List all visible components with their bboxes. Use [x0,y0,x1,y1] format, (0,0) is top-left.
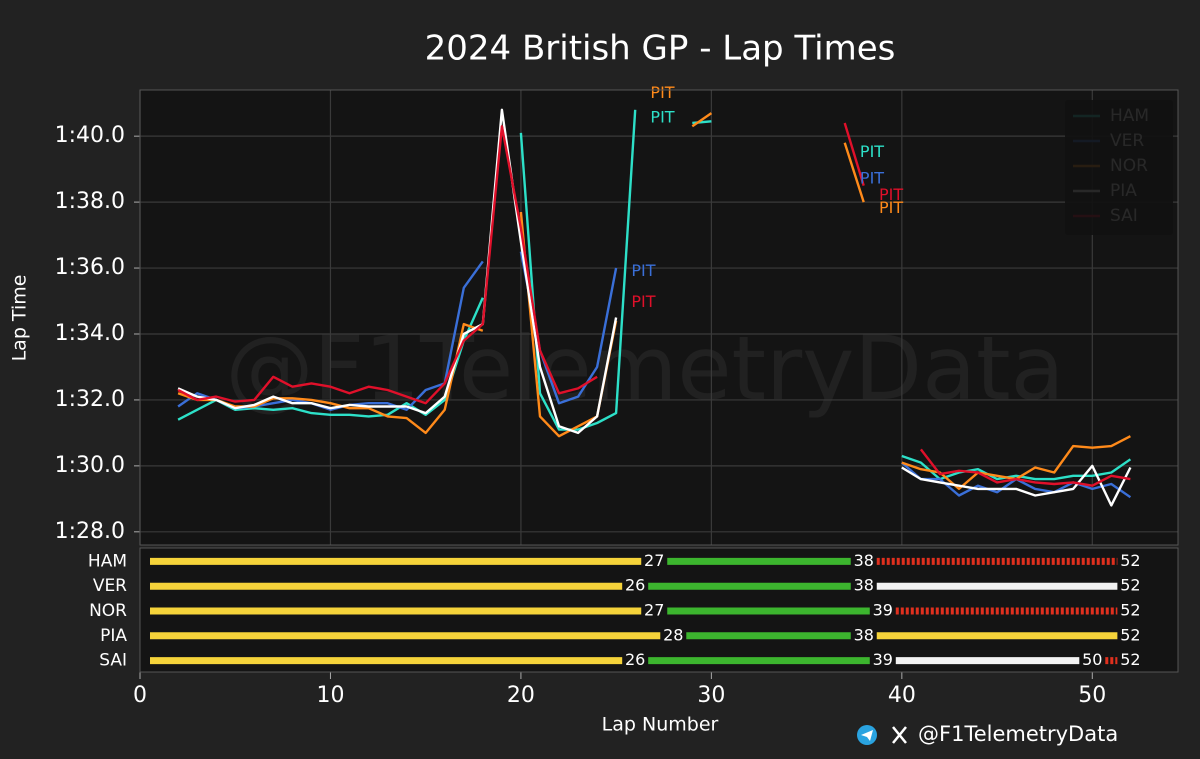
marks: HAMVERNORPIASAIPITPITPITPITPITPITPITPITH… [88,83,1149,671]
driver-label: VER [93,576,127,596]
pit-annotation: PIT [650,108,674,127]
driver-label: PIA [100,626,127,646]
pit-annotation: PIT [879,198,903,217]
x-tick-label: 20 [507,683,535,708]
stint-end-label: 52 [1120,650,1140,669]
y-tick-label: 1:38.0 [55,189,125,214]
pit-annotation: PIT [650,83,674,102]
y-tick-label: 1:30.0 [55,453,125,478]
x-icon [892,726,907,744]
telegram-glyph [861,730,873,741]
driver-label: NOR [89,601,127,621]
y-axis-label: Lap Time [9,275,31,362]
stint-end-label: 52 [1120,551,1140,570]
stint-end-label: 39 [873,650,893,669]
stint-end-label: 52 [1120,625,1140,644]
y-tick-label: 1:32.0 [55,387,125,412]
credit: @F1TelemetryData [918,722,1118,746]
x-tick-label: 0 [133,683,147,708]
pit-annotation: PIT [631,261,655,280]
stint-end-label: 52 [1120,601,1140,620]
stint-end-label: 27 [644,601,664,620]
credit-icons [857,725,907,745]
grid: 1:28.0 1:30.0 1:32.0 1:34.0 1:36.0 1:38.0 1:40… [55,90,1178,708]
stint-end-label: 39 [873,601,893,620]
x-axis-label: Lap Number [602,714,719,736]
stint-end-label: 52 [1120,576,1140,595]
legend-box [1065,100,1173,235]
pit-annotation: PIT [860,169,884,188]
x-tick-label: 40 [888,683,916,708]
driver-label: HAM [88,551,127,571]
stint-end-label: 50 [1082,650,1102,669]
pit-annotation: PIT [860,142,884,161]
x-tick-label: 30 [697,683,725,708]
stint-end-label: 38 [854,625,874,644]
stint-end-label: 26 [625,650,645,669]
x-tick-label: 10 [316,683,344,708]
lap-line [177,108,1132,507]
y-tick-label: 1:34.0 [55,321,125,346]
lap-line [177,122,1131,487]
lap-line [177,112,1131,491]
stint-end-label: 28 [663,625,683,644]
plot-area [140,90,1178,545]
plot-frame [139,89,1179,546]
stint-end-label: 38 [854,576,874,595]
y-tick-label: 1:40.0 [55,123,125,148]
y-tick-label: 1:36.0 [55,255,125,280]
lap-line [177,109,1132,481]
y-tick-label: 1:28.0 [55,519,125,544]
pit-annotation: PIT [879,185,903,204]
stint-frame [139,547,1179,673]
driver-label: SAI [99,651,127,671]
x-tick-label: 50 [1078,683,1106,708]
chart-title: 2024 British GP - Lap Times [425,29,896,69]
stint-end-label: 27 [644,551,664,570]
stint-end-label: 38 [854,551,874,570]
stint-end-label: 26 [625,576,645,595]
pit-annotation: PIT [631,292,655,311]
